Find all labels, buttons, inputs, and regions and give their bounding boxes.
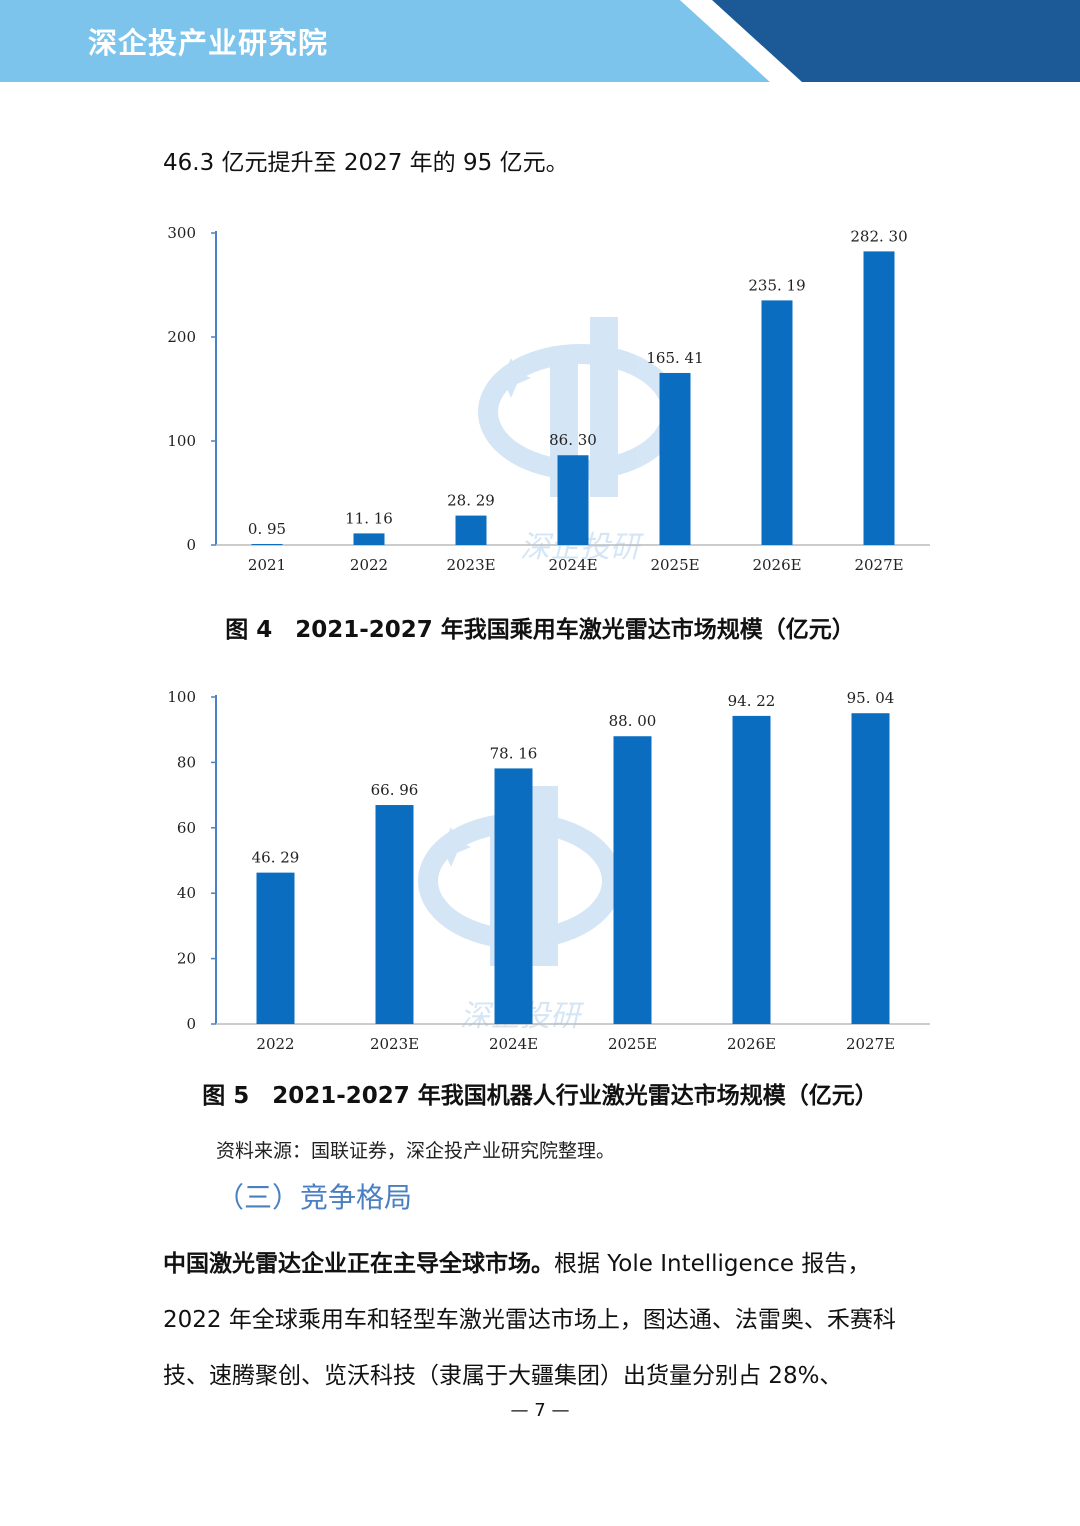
- x-tick-label: 2021: [248, 556, 286, 574]
- paragraph-lead: 中国激光雷达企业正在主导全球市场。: [163, 1251, 554, 1277]
- y-tick-label: 60: [177, 819, 196, 837]
- bar-value-label: 86. 30: [549, 431, 597, 449]
- x-tick-label: 2022: [350, 556, 388, 574]
- x-tick-label: 2023E: [446, 556, 495, 574]
- bar: [455, 515, 487, 545]
- intro-text: 46.3 亿元提升至 2027 年的 95 亿元。: [163, 150, 569, 176]
- y-tick-label: 20: [177, 950, 196, 968]
- y-tick-label: 300: [167, 224, 196, 242]
- y-tick-label: 100: [167, 432, 196, 450]
- bar-value-label: 235. 19: [748, 276, 805, 294]
- paragraph-body: 根据 Yole Intelligence 报告，2022 年全球乘用车和轻型车激…: [163, 1251, 896, 1389]
- bar: [353, 533, 385, 545]
- x-tick-label: 2023E: [370, 1035, 419, 1053]
- bar-value-label: 95. 04: [847, 689, 895, 707]
- x-tick-label: 2025E: [650, 556, 699, 574]
- bar-value-label: 88. 00: [609, 712, 657, 730]
- figure-4-caption: 图 4 2021-2027 年我国乘用车激光雷达市场规模（亿元）: [225, 617, 855, 643]
- bar-value-label: 78. 16: [490, 744, 538, 762]
- bar-value-label: 46. 29: [252, 849, 300, 867]
- header-title: 深企投产业研究院: [88, 26, 329, 60]
- x-tick-label: 2026E: [727, 1035, 776, 1053]
- bar-value-label: 165. 41: [646, 349, 703, 367]
- body-paragraph: 中国激光雷达企业正在主导全球市场。根据 Yole Intelligence 报告…: [163, 1236, 919, 1404]
- bar-value-label: 0. 95: [248, 520, 286, 538]
- y-tick-label: 80: [177, 753, 196, 771]
- x-tick-label: 2024E: [489, 1035, 538, 1053]
- y-tick-label: 100: [167, 688, 196, 706]
- figure-5-caption: 图 5 2021-2027 年我国机器人行业激光雷达市场规模（亿元）: [202, 1083, 878, 1109]
- x-tick-label: 2024E: [548, 556, 597, 574]
- bar: [375, 805, 414, 1024]
- header-banner: [0, 0, 1080, 82]
- x-tick-label: 2025E: [608, 1035, 657, 1053]
- bar-value-label: 94. 22: [728, 692, 776, 710]
- x-tick-label: 2027E: [846, 1035, 895, 1053]
- bar: [761, 300, 793, 545]
- y-tick-label: 200: [167, 328, 196, 346]
- chart-fig4: 深企投研 0 100 200 300 0. 95 2021 11. 16 2022 28. 29 2…: [140, 212, 940, 587]
- bar: [613, 736, 652, 1024]
- bar: [256, 872, 295, 1024]
- bar: [557, 455, 589, 545]
- bar: [851, 713, 890, 1024]
- bar: [494, 768, 533, 1024]
- bar-value-label: 11. 16: [345, 509, 393, 527]
- bar-value-label: 28. 29: [447, 492, 495, 510]
- x-tick-label: 2027E: [854, 556, 903, 574]
- bar: [732, 715, 771, 1024]
- page-header: 深企投产业研究院: [0, 0, 1080, 82]
- bar-value-label: 66. 96: [371, 781, 419, 799]
- source-note: 资料来源：国联证券，深企投产业研究院整理。: [216, 1140, 616, 1162]
- bar-value-label: 282. 30: [850, 227, 907, 245]
- bar: [863, 251, 895, 545]
- section-heading: （三）竞争格局: [216, 1181, 413, 1214]
- y-tick-label: 0: [186, 536, 196, 554]
- y-tick-label: 40: [177, 884, 196, 902]
- x-tick-label: 2026E: [752, 556, 801, 574]
- x-tick-label: 2022: [256, 1035, 294, 1053]
- page-number: — 7 —: [510, 1400, 570, 1421]
- bar: [251, 544, 283, 545]
- y-tick-label: 0: [186, 1015, 196, 1033]
- bar: [659, 372, 691, 545]
